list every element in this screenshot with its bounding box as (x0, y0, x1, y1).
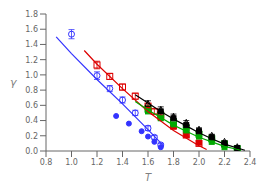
svg-text:1.2: 1.2 (25, 56, 38, 65)
svg-text:1.8: 1.8 (167, 158, 180, 167)
svg-text:0.0: 0.0 (25, 147, 38, 156)
svg-text:1.4: 1.4 (25, 40, 38, 49)
svg-text:2.4: 2.4 (244, 158, 257, 167)
svg-text:T: T (145, 172, 152, 181)
svg-text:0.4: 0.4 (25, 116, 38, 125)
svg-text:1.6: 1.6 (142, 158, 155, 167)
svg-text:1.8: 1.8 (25, 10, 38, 19)
svg-text:0.6: 0.6 (25, 101, 38, 110)
svg-text:1.0: 1.0 (65, 158, 78, 167)
svg-text:0.8: 0.8 (25, 86, 38, 95)
svg-text:1.4: 1.4 (116, 158, 129, 167)
svg-text:γ: γ (10, 76, 17, 89)
svg-text:1.0: 1.0 (25, 71, 38, 80)
svg-text:0.8: 0.8 (40, 158, 53, 167)
svg-text:2.2: 2.2 (218, 158, 231, 167)
svg-text:2.0: 2.0 (193, 158, 206, 167)
svg-text:1.6: 1.6 (25, 25, 38, 34)
svg-text:0.2: 0.2 (25, 132, 38, 141)
svg-text:1.2: 1.2 (91, 158, 104, 167)
